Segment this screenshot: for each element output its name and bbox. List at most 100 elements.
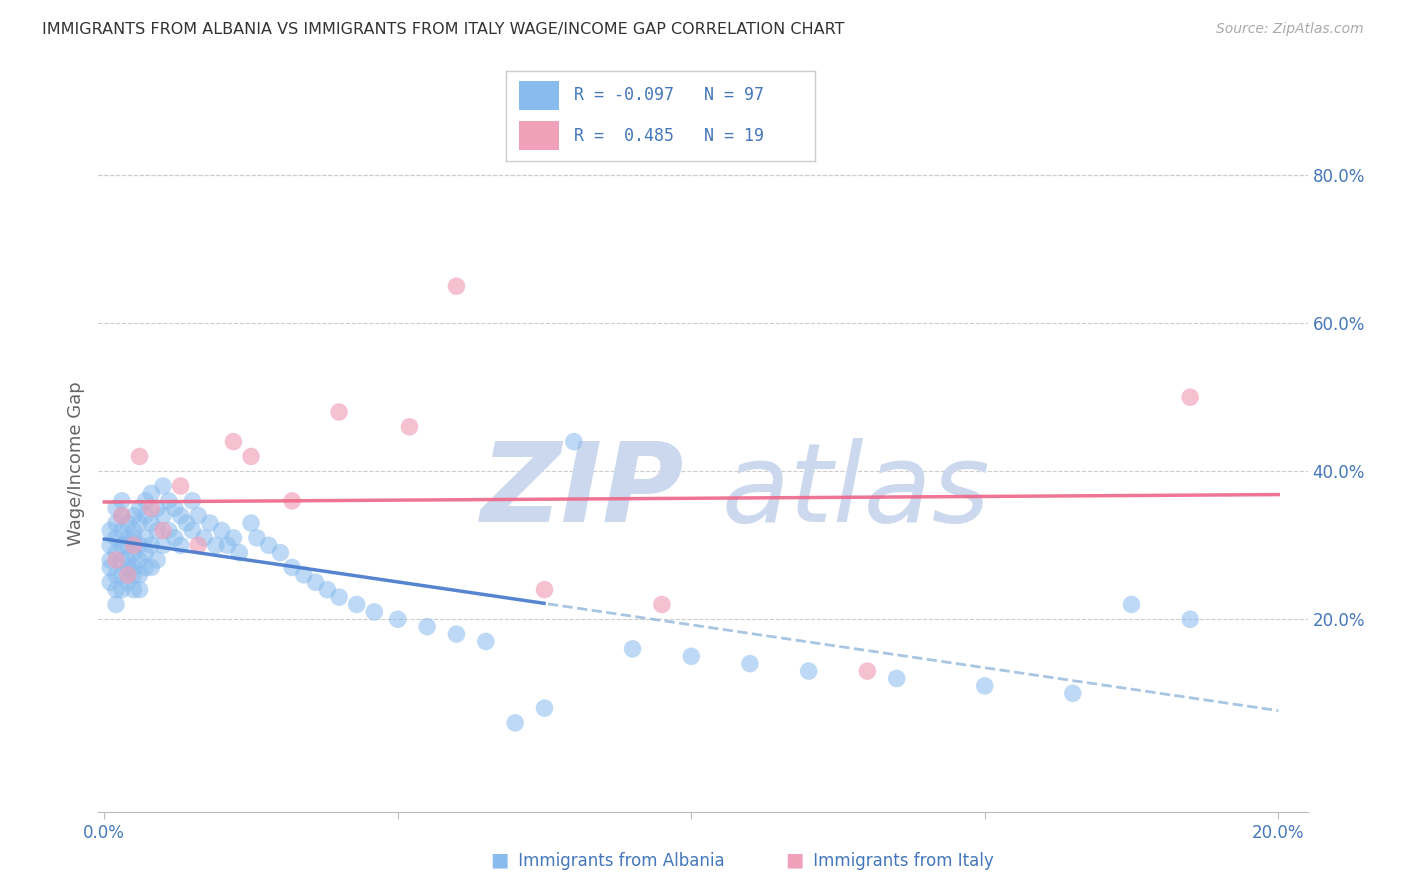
Point <box>105 531 128 545</box>
Point <box>128 582 150 597</box>
Point <box>1180 612 1202 626</box>
Point <box>122 582 145 597</box>
Point <box>246 531 269 545</box>
Point <box>134 531 156 545</box>
Text: Source: ZipAtlas.com: Source: ZipAtlas.com <box>1216 22 1364 37</box>
Point <box>128 553 150 567</box>
Point <box>169 538 191 552</box>
Point <box>146 553 169 567</box>
Point <box>105 582 128 597</box>
Point <box>198 516 221 530</box>
Point <box>141 538 163 552</box>
Point <box>503 715 526 730</box>
Point <box>152 538 174 552</box>
Point <box>475 634 498 648</box>
Point <box>217 538 239 552</box>
Point <box>128 501 150 516</box>
Point <box>856 664 879 678</box>
Point <box>146 501 169 516</box>
Point <box>122 538 145 552</box>
Point <box>533 582 555 597</box>
Point <box>446 627 468 641</box>
Point <box>111 524 134 538</box>
Point <box>193 531 215 545</box>
Point <box>228 546 250 560</box>
Point <box>105 567 128 582</box>
Point <box>304 575 326 590</box>
Point <box>141 516 163 530</box>
Point <box>886 672 908 686</box>
Text: Immigrants from Albania: Immigrants from Albania <box>513 852 725 870</box>
Point <box>111 493 134 508</box>
Point <box>128 538 150 552</box>
Point <box>122 567 145 582</box>
Bar <box>519 121 558 150</box>
Point <box>111 567 134 582</box>
Point <box>117 531 139 545</box>
Text: Immigrants from Italy: Immigrants from Italy <box>808 852 994 870</box>
Text: ■: ■ <box>785 851 804 870</box>
Point <box>141 501 163 516</box>
Point <box>797 664 820 678</box>
Point <box>117 575 139 590</box>
Point <box>316 582 339 597</box>
Point <box>122 524 145 538</box>
Point <box>105 546 128 560</box>
Point <box>128 567 150 582</box>
Point <box>134 508 156 523</box>
Point <box>111 582 134 597</box>
Point <box>146 524 169 538</box>
Point <box>105 516 128 530</box>
Point <box>562 434 585 449</box>
Point <box>122 546 145 560</box>
Point <box>363 605 385 619</box>
Point <box>128 516 150 530</box>
Point <box>281 493 304 508</box>
Point <box>1180 390 1202 404</box>
Text: R = -0.097   N = 97: R = -0.097 N = 97 <box>574 87 765 104</box>
Text: R =  0.485   N = 19: R = 0.485 N = 19 <box>574 127 765 145</box>
Point <box>134 560 156 574</box>
Point <box>117 516 139 530</box>
Point <box>738 657 761 671</box>
Point <box>152 524 174 538</box>
Point <box>111 553 134 567</box>
Point <box>1121 598 1143 612</box>
Point <box>98 524 121 538</box>
Point <box>222 531 245 545</box>
Point <box>416 620 439 634</box>
Point <box>134 493 156 508</box>
Point <box>387 612 409 626</box>
Point <box>328 405 350 419</box>
Text: IMMIGRANTS FROM ALBANIA VS IMMIGRANTS FROM ITALY WAGE/INCOME GAP CORRELATION CHA: IMMIGRANTS FROM ALBANIA VS IMMIGRANTS FR… <box>42 22 845 37</box>
Point <box>163 531 186 545</box>
Point <box>446 279 468 293</box>
Point <box>292 567 315 582</box>
Point <box>117 567 139 582</box>
Point <box>157 524 180 538</box>
Point <box>651 598 673 612</box>
Point <box>269 546 291 560</box>
Point <box>169 508 191 523</box>
Point <box>152 508 174 523</box>
Point <box>98 553 121 567</box>
Point <box>240 450 263 464</box>
Point <box>163 501 186 516</box>
Point <box>117 560 139 574</box>
Bar <box>519 81 558 110</box>
Point <box>222 434 245 449</box>
Point <box>128 450 150 464</box>
Point <box>111 538 134 552</box>
Point <box>681 649 703 664</box>
Point <box>152 479 174 493</box>
Point <box>973 679 995 693</box>
Point <box>187 538 209 552</box>
Point <box>257 538 280 552</box>
Point <box>621 641 644 656</box>
Point <box>122 508 145 523</box>
Point <box>111 508 134 523</box>
Text: ■: ■ <box>489 851 509 870</box>
Point <box>117 538 139 552</box>
Point <box>240 516 263 530</box>
Point <box>105 553 128 567</box>
